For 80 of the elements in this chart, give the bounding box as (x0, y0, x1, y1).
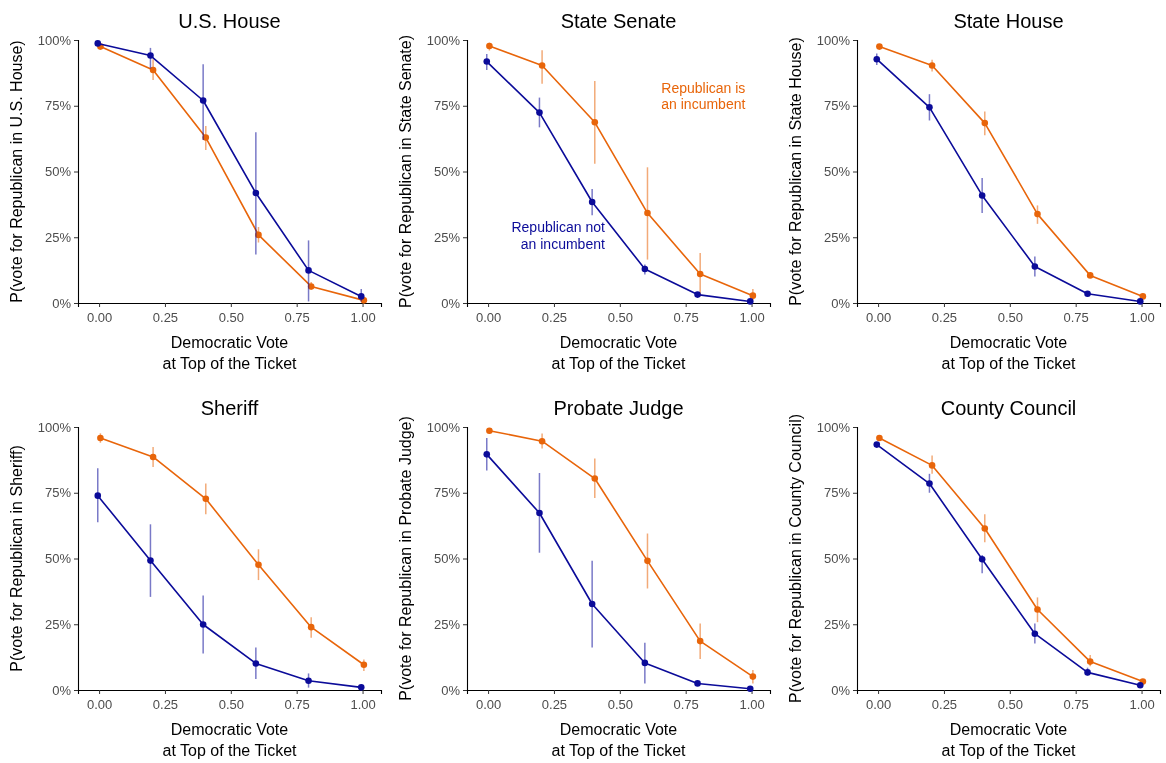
y-tick-label: 0% (52, 682, 72, 698)
y-axis-title: P(vote for Republican in Probate Judge) (397, 416, 414, 701)
y-axis-title: P(vote for Republican in County Council) (787, 413, 804, 704)
y-tick-label: 50% (433, 551, 461, 567)
x-tick-label: 0.50 (997, 696, 1023, 712)
y-tick-label: 75% (823, 98, 851, 114)
chart-title: Probate Judge (553, 397, 684, 419)
y-tick-label: 50% (44, 551, 72, 567)
x-tick-label: 0.50 (218, 309, 244, 325)
x-axis-title: Democratic Vote at Top of the Ticket (162, 721, 298, 759)
x-tick-label: 1.00 (739, 696, 765, 712)
x-tick-label: 0.75 (284, 696, 310, 712)
y-axis-title: P(vote for Republican in State Senate) (397, 34, 414, 309)
x-tick-label: 0.25 (931, 309, 958, 325)
y-tick-label: 25% (433, 229, 461, 245)
y-tick-label: 0% (441, 682, 461, 698)
x-tick-label: 0.50 (607, 696, 633, 712)
x-tick-label: 1.00 (350, 309, 376, 325)
y-tick-label: 0% (831, 682, 851, 698)
chart-title: Sheriff (200, 397, 259, 419)
x-tick-label: 0.50 (607, 309, 633, 325)
x-tick-label: 0.25 (541, 696, 568, 712)
x-tick-label: 0.75 (673, 309, 699, 325)
y-tick-label: 100% (426, 32, 461, 48)
x-axis-title: Democratic Vote at Top of the Ticket (162, 334, 298, 372)
x-tick-label: 1.00 (1129, 696, 1155, 712)
y-tick-label: 50% (44, 164, 72, 180)
y-tick-label: 75% (433, 485, 461, 501)
y-tick-label: 75% (44, 98, 72, 114)
y-tick-label: 75% (823, 485, 851, 501)
x-tick-label: 0.25 (541, 309, 568, 325)
x-tick-label: 1.00 (739, 309, 765, 325)
y-tick-label: 0% (831, 295, 851, 311)
x-tick-label: 0.75 (1063, 696, 1089, 712)
x-tick-label: 0.00 (475, 309, 502, 325)
x-tick-label: 0.00 (86, 309, 113, 325)
y-tick-label: 25% (823, 229, 851, 245)
y-tick-label: 75% (433, 98, 461, 114)
chart-title: State House (953, 10, 1064, 32)
y-tick-label: 100% (37, 32, 72, 48)
chart-title: U.S. House (178, 10, 281, 32)
y-tick-label: 25% (823, 616, 851, 632)
y-axis-title: P(vote for Republican in State House) (787, 37, 804, 306)
y-tick-label: 75% (44, 485, 72, 501)
x-tick-label: 0.00 (865, 309, 892, 325)
x-tick-label: 0.25 (152, 309, 179, 325)
y-tick-label: 25% (433, 616, 461, 632)
y-tick-label: 25% (44, 229, 72, 245)
x-tick-label: 0.75 (673, 696, 699, 712)
x-tick-label: 0.50 (218, 696, 244, 712)
x-tick-label: 0.25 (152, 696, 179, 712)
y-tick-label: 100% (426, 419, 461, 435)
y-tick-label: 100% (816, 32, 851, 48)
series-label: Republican not an incumbent (511, 218, 605, 252)
y-tick-label: 25% (44, 616, 72, 632)
y-tick-label: 100% (37, 419, 72, 435)
x-tick-label: 0.00 (865, 696, 892, 712)
x-tick-label: 0.75 (1063, 309, 1089, 325)
chart-title: State Senate (560, 10, 677, 32)
y-axis-title: P(vote for Republican in U.S. House) (8, 40, 25, 303)
x-axis-title: Democratic Vote at Top of the Ticket (941, 334, 1077, 372)
y-tick-label: 50% (433, 164, 461, 180)
y-tick-label: 0% (52, 295, 72, 311)
x-axis-title: Democratic Vote at Top of the Ticket (941, 721, 1077, 759)
y-tick-label: 50% (823, 164, 851, 180)
text: Republican is an incumbent (661, 79, 746, 113)
x-tick-label: 0.25 (931, 696, 958, 712)
x-tick-label: 1.00 (350, 696, 376, 712)
x-tick-label: 0.50 (997, 309, 1023, 325)
x-axis-title: Democratic Vote at Top of the Ticket (551, 721, 687, 759)
chart-title: County Council (940, 397, 1077, 419)
y-tick-label: 50% (823, 551, 851, 567)
x-tick-label: 0.75 (284, 309, 310, 325)
x-tick-label: 0.00 (475, 696, 502, 712)
y-tick-label: 0% (441, 295, 461, 311)
y-tick-label: 100% (816, 419, 851, 435)
x-tick-label: 1.00 (1129, 309, 1155, 325)
x-axis-title: Democratic Vote at Top of the Ticket (551, 334, 687, 372)
y-axis-title: P(vote for Republican in Sheriff) (8, 445, 25, 672)
x-tick-label: 0.00 (86, 696, 113, 712)
